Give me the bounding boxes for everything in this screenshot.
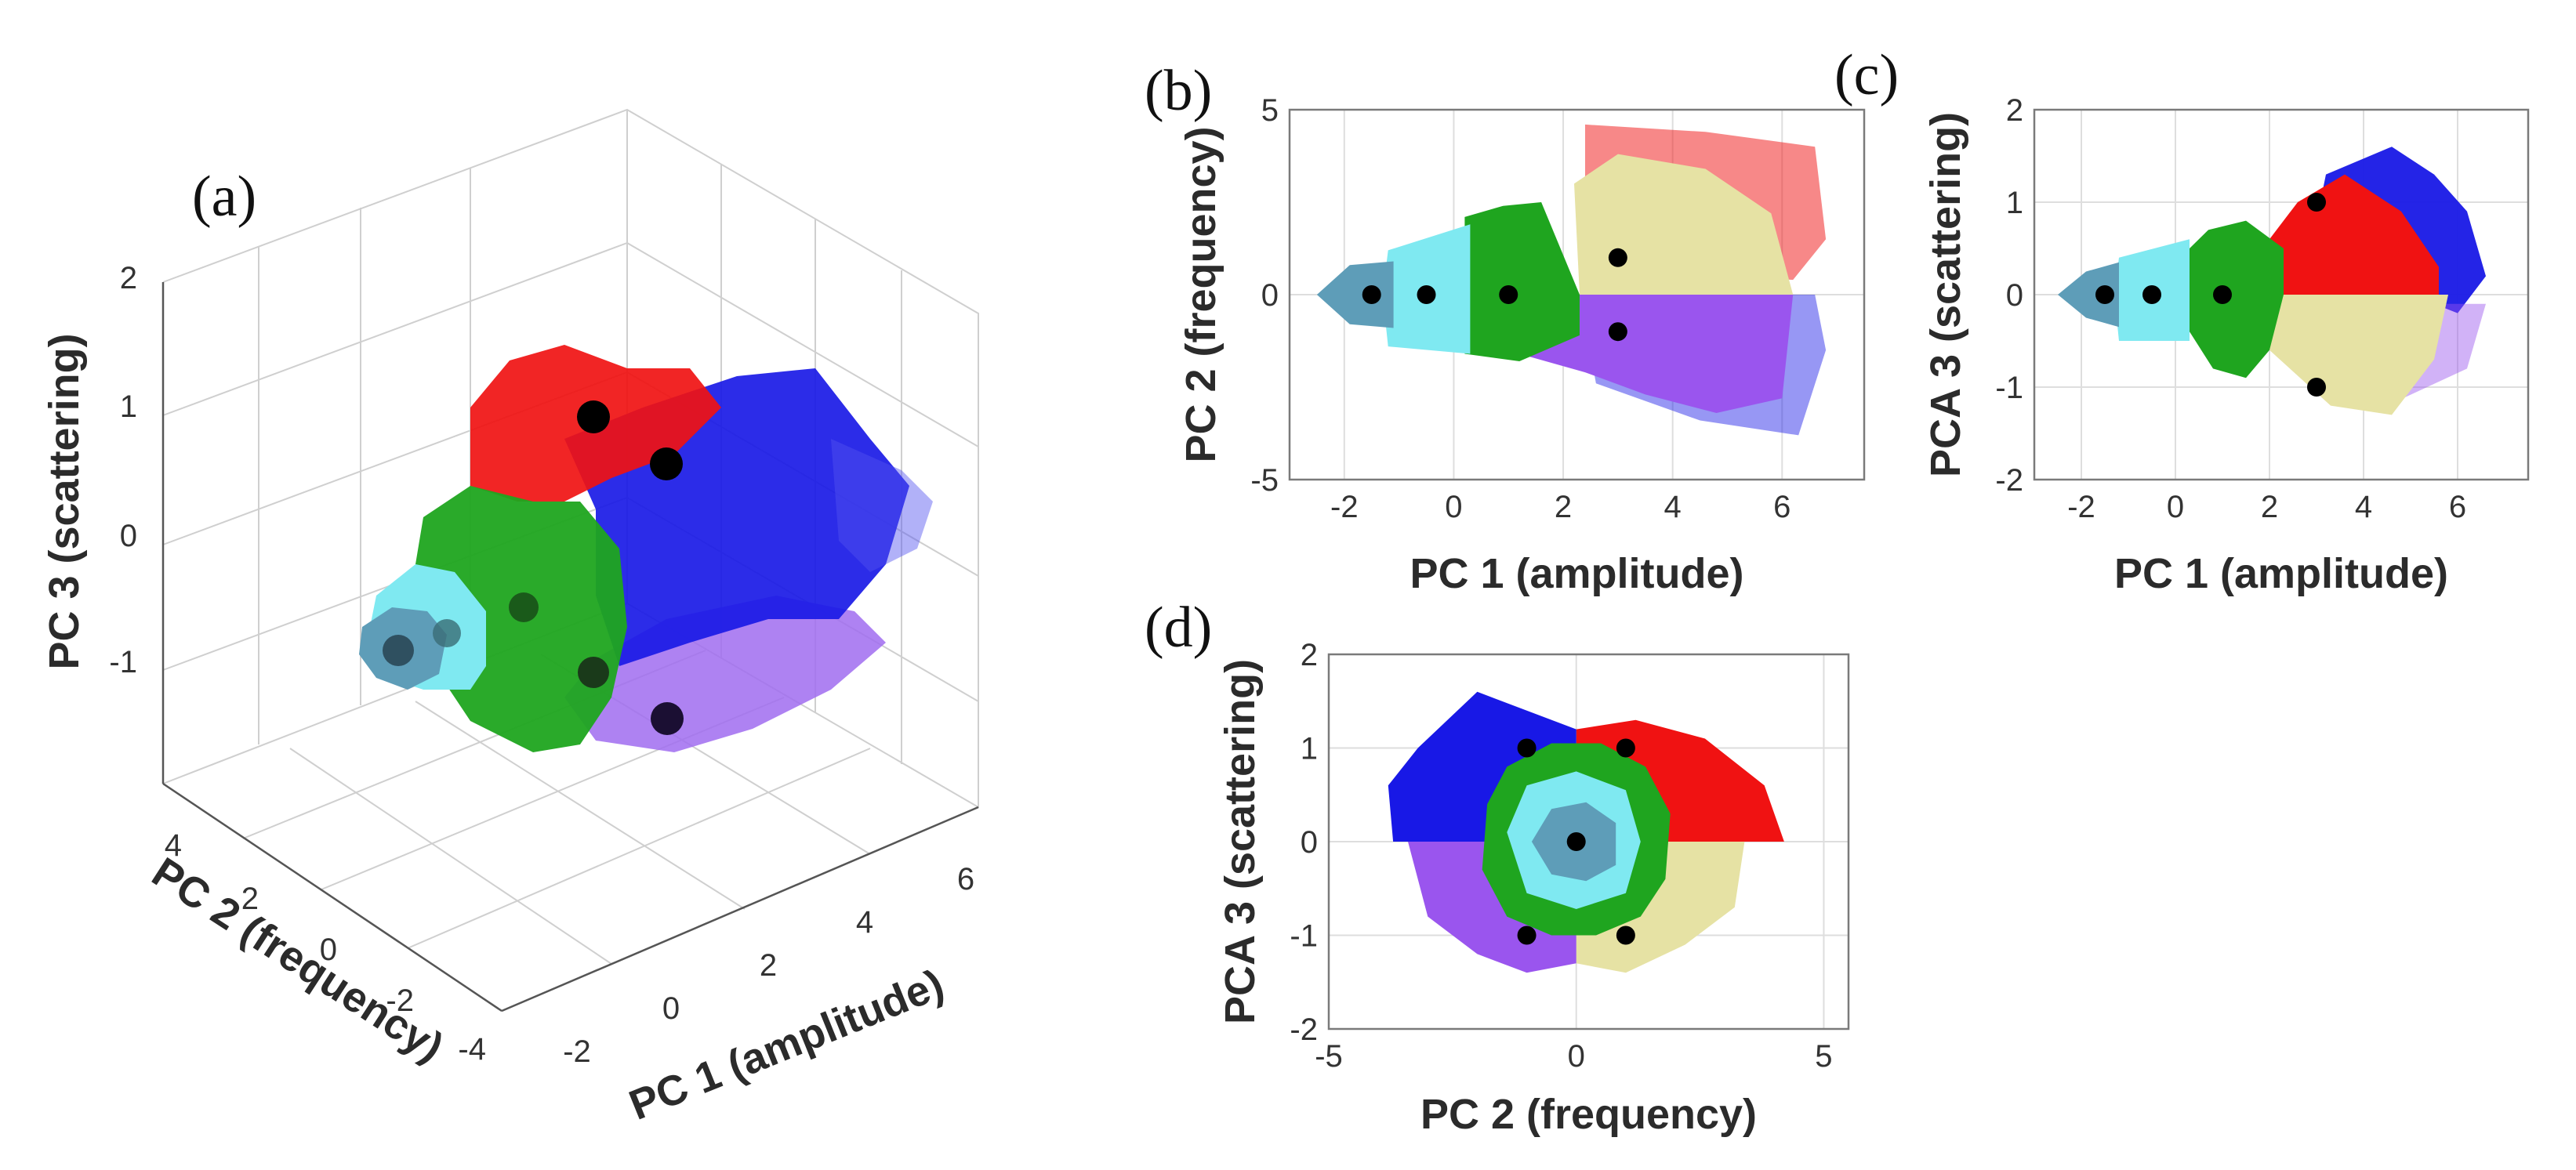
- a-x-tick: -2: [563, 1034, 591, 1069]
- y-tick-label: -1: [1995, 371, 2023, 405]
- plot-frame: [1327, 653, 1850, 1031]
- x-tick-label: 2: [1555, 490, 1572, 524]
- x-tick-label: 0: [1445, 490, 1462, 524]
- y-tick-label: 1: [1301, 732, 1318, 766]
- cluster-khaki: [2269, 295, 2448, 415]
- panel-a-x-axis: [501, 806, 979, 1012]
- panel-a-label: (a): [192, 165, 256, 229]
- y-axis-title: PC 2 (frequency): [1177, 126, 1225, 462]
- centroid-point: [1616, 925, 1635, 945]
- centroid-point: [2095, 285, 2114, 304]
- panel-c-scatter: -2 0 2 4 6 -2 -1 0 1 2 PC 1 (amplitude) PCA 3 (scat…: [1834, 43, 2530, 597]
- a-centroid-5: [650, 447, 683, 480]
- x-axis-title: PC 1 (amplitude): [2114, 550, 2448, 597]
- y-tick-label: 0: [1261, 278, 1279, 313]
- x-tick-label: 6: [1773, 490, 1791, 524]
- cluster-steelblue: [2058, 262, 2119, 328]
- x-axis-title: PC 1 (amplitude): [1410, 550, 1743, 597]
- panel-b-scatter: -2 0 2 4 6 -5 0 5 PC 1 (amplitude) PC 2 (frequenc…: [1145, 59, 1866, 597]
- y-tick-label: -2: [1290, 1012, 1318, 1047]
- panel-d-scatter: -5 0 5 -2 -1 0 1 2 PC 2 (frequency) PCA 3 (scatte…: [1145, 596, 1850, 1138]
- centroid-point: [2213, 285, 2232, 304]
- a-y-tick: -2: [386, 983, 414, 1018]
- panel-a-3d-scatter: 2 1 0 -1 4 2 0 -2 -4 -2 0 2 4 6 PC 3 (sc…: [41, 108, 979, 1129]
- a-y-tick: 0: [320, 933, 337, 967]
- x-tick-label: 0: [1568, 1039, 1585, 1074]
- centroid-point: [1417, 285, 1436, 304]
- cluster-green: [1464, 202, 1580, 361]
- a-x-tick: 4: [856, 905, 873, 940]
- cluster-green: [2190, 220, 2284, 379]
- x-tick-label: 5: [1815, 1039, 1832, 1074]
- panel-a-y-axis: [162, 782, 503, 1012]
- a-centroid-6: [578, 657, 609, 688]
- plot-frame: [2033, 108, 2530, 481]
- a-x-tick: 0: [662, 991, 680, 1026]
- y-axis-title: PCA 3 (scattering): [1922, 112, 1969, 477]
- a-z-tick: -1: [109, 645, 137, 679]
- centroid-point: [1517, 738, 1537, 758]
- y-tick-label: 2: [2006, 93, 2023, 128]
- a-centroid-1: [383, 635, 414, 666]
- panel-a-y-ticks: 4 2 0 -2 -4: [165, 828, 486, 1067]
- centroid-point: [1608, 248, 1627, 267]
- x-tick-label: -2: [1330, 490, 1359, 524]
- panel-a-z-ticks: 2 1 0 -1: [109, 261, 137, 679]
- x-tick-label: 4: [2355, 490, 2372, 524]
- y-tick-label: -1: [1290, 919, 1318, 954]
- a-cluster-blue-sparse: [831, 439, 933, 572]
- centroid-point: [2142, 285, 2161, 304]
- panel-a-centroids: [383, 400, 684, 735]
- a-centroid-4: [577, 400, 610, 433]
- y-tick-label: 0: [1301, 825, 1318, 860]
- a-z-tick: 1: [120, 389, 137, 424]
- cluster-khaki: [1574, 154, 1794, 295]
- centroid-point: [2307, 378, 2326, 397]
- a-ylabel: PC 2 (frequency): [144, 849, 452, 1071]
- a-y-tick: -4: [458, 1032, 486, 1067]
- a-zlabel: PC 3 (scattering): [41, 333, 88, 669]
- a-y-tick: 2: [241, 882, 259, 916]
- centroid-point: [1616, 738, 1635, 758]
- panel-label: (b): [1145, 59, 1212, 123]
- plot-frame: [1288, 108, 1866, 481]
- a-x-tick: 6: [957, 862, 974, 897]
- a-z-tick: 0: [120, 519, 137, 553]
- cluster-purple: [1519, 295, 1794, 413]
- y-tick-label: 2: [1301, 638, 1318, 672]
- a-xlabel: PC 1 (amplitude): [623, 961, 951, 1129]
- y-axis-title: PCA 3 (scattering): [1217, 659, 1264, 1024]
- a-x-tick: 2: [760, 948, 777, 983]
- x-tick-label: -2: [2067, 490, 2095, 524]
- centroid-point: [1362, 285, 1381, 304]
- x-tick-label: 0: [2167, 490, 2184, 524]
- y-tick-label: -5: [1250, 463, 1279, 498]
- a-centroid-2: [433, 619, 461, 647]
- cluster-steelblue: [1316, 261, 1394, 328]
- centroid-point: [1499, 285, 1518, 304]
- x-tick-label: -5: [1315, 1039, 1343, 1074]
- a-centroid-7: [651, 702, 684, 735]
- x-tick-label: 4: [1664, 490, 1682, 524]
- a-centroid-3: [509, 592, 539, 622]
- a-y-tick: 4: [165, 828, 182, 863]
- centroid-point: [1517, 925, 1537, 945]
- x-tick-label: 6: [2449, 490, 2466, 524]
- a-z-tick: 2: [120, 261, 137, 295]
- panel-label: (d): [1145, 596, 1212, 660]
- panel-a-clusters: [359, 345, 933, 752]
- y-tick-label: -2: [1995, 463, 2023, 498]
- centroid-point: [1566, 832, 1586, 851]
- centroid-point: [1608, 322, 1627, 342]
- x-axis-title: PC 2 (frequency): [1420, 1091, 1757, 1138]
- x-tick-label: 2: [2261, 490, 2278, 524]
- y-tick-label: 0: [2006, 278, 2023, 313]
- panel-a-x-ticks: -2 0 2 4 6: [563, 862, 974, 1069]
- y-tick-label: 5: [1261, 93, 1279, 128]
- centroid-point: [2307, 193, 2326, 212]
- y-tick-label: 1: [2006, 186, 2023, 220]
- panel-label: (c): [1834, 43, 1899, 107]
